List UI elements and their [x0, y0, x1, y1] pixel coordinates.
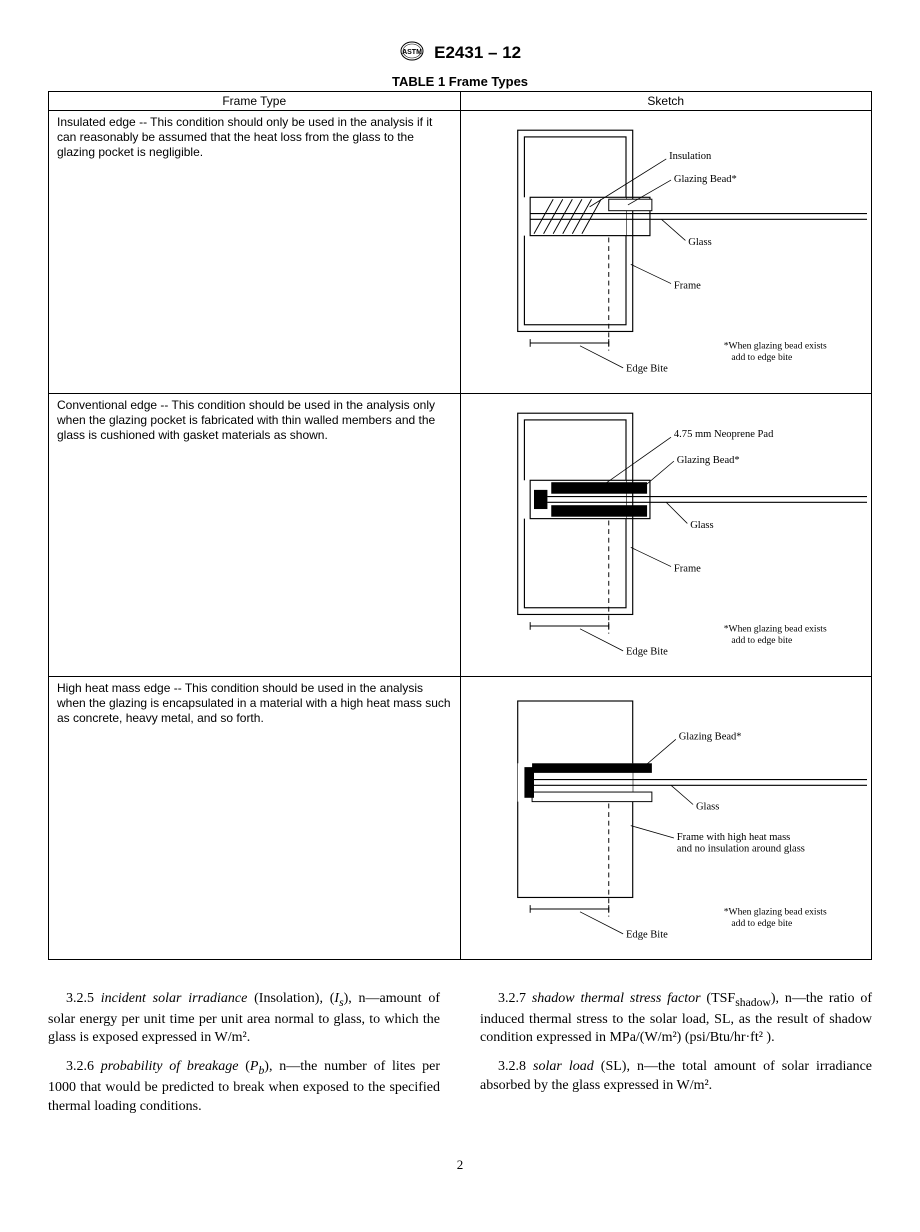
- table-row: High heat mass edge -- This condition sh…: [49, 677, 872, 960]
- frame-sketch: Glazing Bead* Glass Frame with high heat…: [460, 677, 872, 960]
- def-number: 3.2.5: [66, 991, 94, 1006]
- svg-text:Edge Bite: Edge Bite: [626, 364, 668, 375]
- svg-text:Glass: Glass: [695, 801, 718, 812]
- left-column: 3.2.5 incident solar irradiance (Insolat…: [48, 990, 440, 1127]
- def-327: 3.2.7 shadow thermal stress factor (TSFs…: [480, 990, 872, 1048]
- def-number: 3.2.8: [498, 1059, 526, 1074]
- spec-number: E2431 – 12: [434, 43, 521, 62]
- col-sketch: Sketch: [460, 92, 872, 111]
- def-term: incident solar irradiance: [101, 991, 248, 1006]
- svg-text:Frame: Frame: [673, 563, 700, 574]
- def-328: 3.2.8 solar load (SL), n—the total amoun…: [480, 1058, 872, 1096]
- def-number: 3.2.7: [498, 991, 526, 1006]
- def-number: 3.2.6: [66, 1059, 94, 1074]
- right-column: 3.2.7 shadow thermal stress factor (TSFs…: [480, 990, 872, 1127]
- document-header: ASTM E2431 – 12: [48, 40, 872, 66]
- table-header-row: Frame Type Sketch: [49, 92, 872, 111]
- svg-text:4.75 mm Neoprene Pad: 4.75 mm Neoprene Pad: [673, 429, 773, 440]
- svg-text:*When glazing bead exists: *When glazing bead exists: [723, 341, 826, 352]
- svg-text:Edge Bite: Edge Bite: [626, 930, 668, 941]
- svg-text:Glass: Glass: [690, 520, 713, 531]
- frame-type-desc: High heat mass edge -- This condition sh…: [49, 677, 461, 960]
- svg-text:and no insulation around glass: and no insulation around glass: [676, 843, 804, 854]
- col-frame-type: Frame Type: [49, 92, 461, 111]
- def-326: 3.2.6 probability of breakage (Pb), n—th…: [48, 1058, 440, 1116]
- table-row: Conventional edge -- This condition shou…: [49, 394, 872, 677]
- svg-text:add to edge bite: add to edge bite: [731, 918, 792, 929]
- frame-type-desc: Conventional edge -- This condition shou…: [49, 394, 461, 677]
- svg-text:Glazing Bead*: Glazing Bead*: [673, 174, 736, 185]
- svg-text:Frame with high heat mass: Frame with high heat mass: [676, 832, 789, 843]
- svg-text:ASTM: ASTM: [402, 49, 422, 56]
- table-row: Insulated edge -- This condition should …: [49, 111, 872, 394]
- page-number: 2: [48, 1157, 872, 1173]
- frame-sketch: 4.75 mm Neoprene Pad Glazing Bead* Glass…: [460, 394, 872, 677]
- frame-types-table: Frame Type Sketch Insulated edge -- This…: [48, 91, 872, 960]
- table-caption: TABLE 1 Frame Types: [48, 74, 872, 89]
- def-term: solar load: [533, 1059, 594, 1074]
- svg-text:Glazing Bead*: Glazing Bead*: [678, 731, 741, 742]
- def-term: probability of breakage: [101, 1059, 239, 1074]
- svg-text:Glazing Bead*: Glazing Bead*: [676, 455, 739, 466]
- svg-text:add to edge bite: add to edge bite: [731, 352, 792, 363]
- svg-text:add to edge bite: add to edge bite: [731, 635, 792, 646]
- def-325: 3.2.5 incident solar irradiance (Insolat…: [48, 990, 440, 1048]
- astm-logo: ASTM: [399, 40, 425, 66]
- frame-sketch: Insulation Glazing Bead* Glass Frame Edg…: [460, 111, 872, 394]
- svg-text:Glass: Glass: [688, 237, 711, 248]
- svg-text:Insulation: Insulation: [669, 151, 712, 162]
- def-term: shadow thermal stress factor: [532, 991, 701, 1006]
- svg-text:Edge Bite: Edge Bite: [626, 647, 668, 658]
- svg-text:Frame: Frame: [673, 280, 700, 291]
- frame-type-desc: Insulated edge -- This condition should …: [49, 111, 461, 394]
- svg-text:*When glazing bead exists: *When glazing bead exists: [723, 907, 826, 918]
- svg-text:*When glazing bead exists: *When glazing bead exists: [723, 624, 826, 635]
- definitions-block: 3.2.5 incident solar irradiance (Insolat…: [48, 990, 872, 1127]
